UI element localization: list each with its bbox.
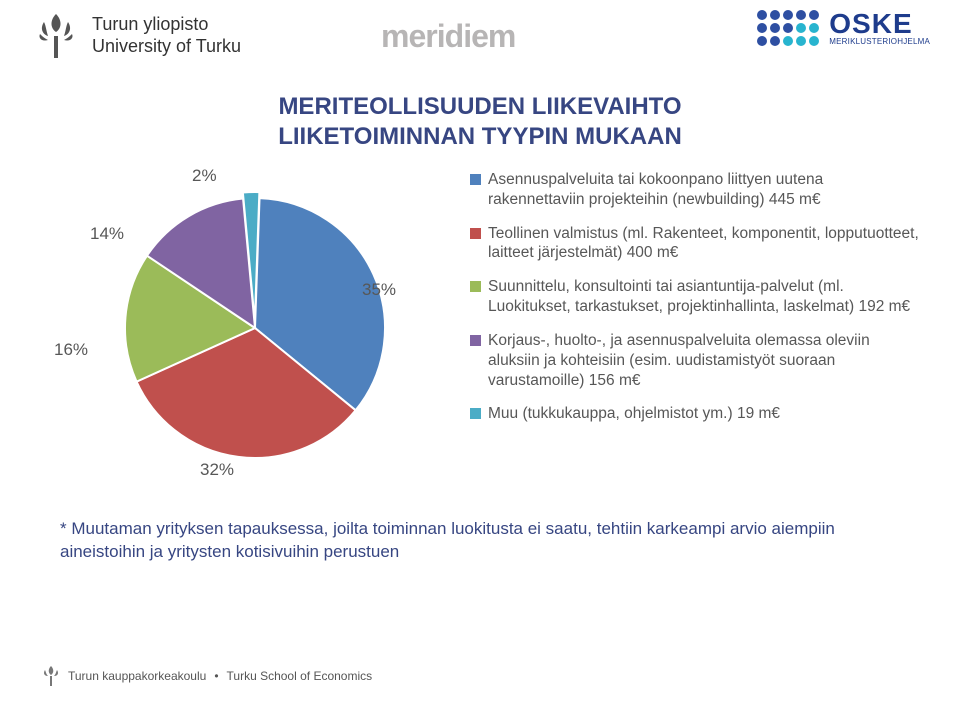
pie-label: 35% — [362, 280, 396, 300]
legend-text: Teollinen valmistus (ml. Rakenteet, komp… — [488, 224, 920, 264]
legend-swatch — [470, 228, 481, 239]
pie-svg — [110, 188, 410, 478]
pie-chart: 35%32%16%14%2% — [60, 170, 460, 490]
footer-en: Turku School of Economics — [227, 669, 373, 683]
meridiem-logo: meridiem — [381, 18, 515, 55]
footer-fi: Turun kauppakorkeakoulu — [68, 669, 206, 683]
turku-torch-icon-small — [42, 665, 60, 687]
legend-item: Suunnittelu, konsultointi tai asiantunti… — [470, 277, 920, 317]
footnote: * Muutaman yrityksen tapauksessa, joilta… — [60, 518, 900, 564]
content-row: 35%32%16%14%2% Asennuspalveluita tai kok… — [0, 170, 960, 490]
footer-bullet: • — [214, 669, 218, 683]
oske-dots-icon — [757, 10, 819, 46]
title-line2: LIIKETOIMINNAN TYYPIN MUKAAN — [278, 123, 682, 150]
legend-swatch — [470, 335, 481, 346]
legend-item: Teollinen valmistus (ml. Rakenteet, komp… — [470, 224, 920, 264]
legend: Asennuspalveluita tai kokoonpano liittye… — [460, 170, 920, 490]
legend-swatch — [470, 174, 481, 185]
legend-swatch — [470, 408, 481, 419]
legend-item: Muu (tukkukauppa, ohjelmistot ym.) 19 m€ — [470, 404, 920, 424]
oske-text-big: OSKE — [829, 10, 930, 38]
turku-text-en: University of Turku — [92, 36, 241, 58]
turku-torch-icon — [30, 10, 82, 62]
pie-label: 16% — [54, 340, 88, 360]
pie-label: 14% — [90, 224, 124, 244]
footer: Turun kauppakorkeakoulu • Turku School o… — [42, 665, 372, 687]
legend-text: Suunnittelu, konsultointi tai asiantunti… — [488, 277, 920, 317]
oske-text-small: MERIKLUSTERIOHJELMA — [829, 38, 930, 46]
legend-text: Muu (tukkukauppa, ohjelmistot ym.) 19 m€ — [488, 404, 780, 424]
legend-swatch — [470, 281, 481, 292]
legend-text: Asennuspalveluita tai kokoonpano liittye… — [488, 170, 920, 210]
turku-text-fi: Turun yliopisto — [92, 14, 241, 36]
legend-text: Korjaus-, huolto-, ja asennuspalveluita … — [488, 331, 920, 390]
legend-item: Korjaus-, huolto-, ja asennuspalveluita … — [470, 331, 920, 390]
turku-logo: Turun yliopisto University of Turku — [30, 10, 241, 62]
pie-label: 32% — [200, 460, 234, 480]
legend-item: Asennuspalveluita tai kokoonpano liittye… — [470, 170, 920, 210]
title-line1: MERITEOLLISUUDEN LIIKEVAIHTO — [278, 93, 681, 120]
pie-label: 2% — [192, 166, 217, 186]
oske-logo: OSKE MERIKLUSTERIOHJELMA — [757, 10, 930, 46]
chart-title: MERITEOLLISUUDEN LIIKEVAIHTO LIIKETOIMIN… — [0, 92, 960, 152]
header: Turun yliopisto University of Turku meri… — [0, 0, 960, 62]
